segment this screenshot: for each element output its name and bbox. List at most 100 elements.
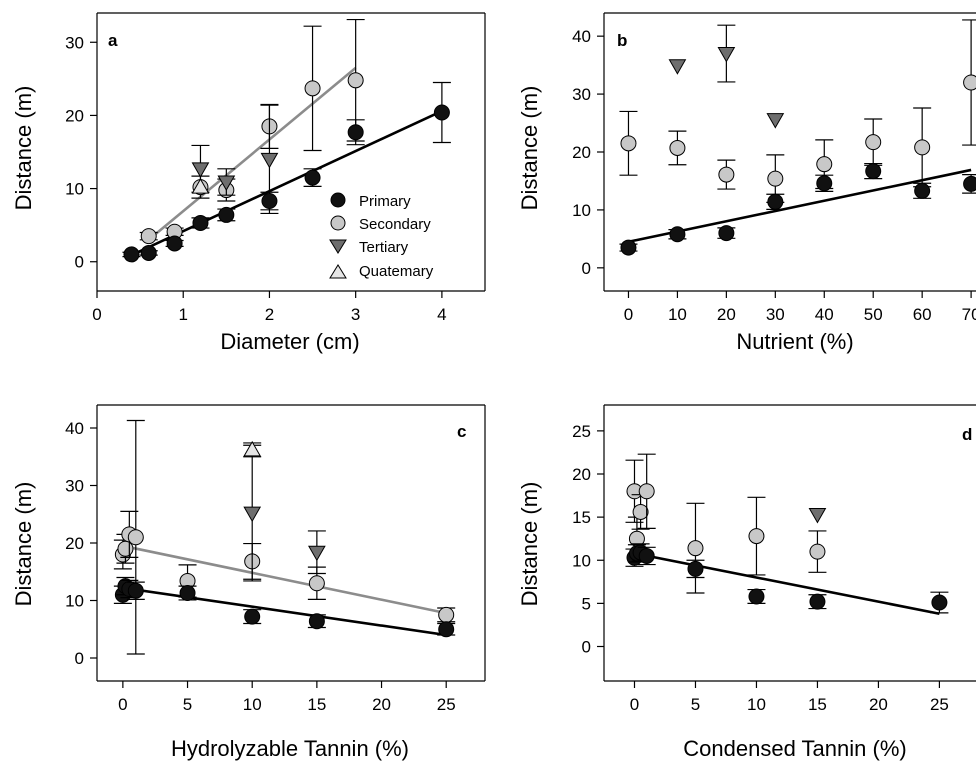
panel-a-xtick-label: 0 bbox=[92, 305, 101, 324]
panel-b-xtick-label: 20 bbox=[717, 305, 736, 324]
panel-d-point-secondary bbox=[809, 543, 826, 560]
panel-c-ytick-label: 20 bbox=[65, 534, 84, 553]
panel-d-ytick-label: 15 bbox=[572, 508, 591, 527]
panel-b-point-secondary bbox=[865, 134, 882, 151]
legend-label-tertiary: Tertiary bbox=[359, 239, 409, 256]
panel-b: 0 10 20 30 40 50 60 70 0 10 20 30 40 bbox=[572, 12, 976, 324]
panel-a-point-primary bbox=[433, 104, 450, 121]
panel-c-point-tertiary bbox=[308, 545, 326, 562]
panel-a-ytick-label: 20 bbox=[65, 106, 84, 125]
panel-a-ytick-label: 30 bbox=[65, 33, 84, 52]
panel-a-letter: a bbox=[108, 31, 118, 50]
panel-c-point-primary bbox=[438, 621, 455, 638]
panel-c-xtick-label: 15 bbox=[307, 695, 326, 714]
panel-d-point-secondary bbox=[638, 483, 655, 500]
panel-b-ytick-label: 0 bbox=[582, 259, 591, 278]
legend-marker-tertiary bbox=[329, 239, 347, 254]
panel-c-point-primary bbox=[179, 585, 196, 602]
panel-d-point-primary bbox=[748, 588, 765, 605]
panel-b-xlabel: Nutrient (%) bbox=[736, 329, 853, 354]
panel-c-point-primary bbox=[244, 608, 261, 625]
panel-b-ytick-label: 30 bbox=[572, 85, 591, 104]
panel-a: 0 1 2 3 4 0 10 20 30 bbox=[65, 12, 486, 324]
panel-a-point-quatemary bbox=[191, 178, 210, 194]
panel-b-point-primary bbox=[865, 163, 882, 180]
panel-c-point-secondary bbox=[438, 606, 455, 623]
panel-a-xtick-label: 3 bbox=[351, 305, 360, 324]
panel-d-xtick-label: 0 bbox=[630, 695, 639, 714]
panel-c-point-secondary bbox=[117, 540, 134, 557]
panel-d-point-secondary bbox=[748, 528, 765, 545]
panel-b-xtick-label: 0 bbox=[624, 305, 633, 324]
panel-d-xlabel: Condensed Tannin (%) bbox=[683, 736, 906, 761]
legend-label-secondary: Secondary bbox=[359, 216, 431, 233]
panel-a-point-secondary bbox=[304, 80, 321, 97]
panel-a-point-primary bbox=[347, 124, 364, 141]
panel-a-ytick-label: 0 bbox=[75, 253, 84, 272]
panel-a-point-tertiary bbox=[260, 152, 279, 169]
panel-a-fit-line-primary bbox=[130, 109, 443, 257]
panel-a-point-secondary bbox=[140, 228, 157, 245]
panel-b-point-primary bbox=[963, 175, 976, 192]
panel-b-point-primary bbox=[669, 226, 686, 243]
panel-b-point-secondary bbox=[620, 135, 637, 152]
panel-a-point-tertiary bbox=[217, 175, 236, 192]
panel-b-xtick-label: 70 bbox=[962, 305, 976, 324]
legend: Primary Secondary Tertiary Quatemary bbox=[329, 192, 434, 280]
legend-marker-secondary bbox=[330, 215, 346, 231]
panel-b-point-tertiary bbox=[766, 113, 785, 129]
panel-a-point-primary bbox=[261, 193, 278, 210]
panel-d-ytick-label: 10 bbox=[572, 551, 591, 570]
panel-c-xtick-label: 5 bbox=[183, 695, 192, 714]
panel-b-ytick-label: 10 bbox=[572, 201, 591, 220]
panel-c: 0 5 10 15 20 25 0 10 20 30 40 bbox=[65, 404, 486, 714]
panel-b-point-secondary bbox=[816, 156, 833, 173]
panel-b-xtick-label: 40 bbox=[815, 305, 834, 324]
panel-c-point-secondary bbox=[308, 575, 325, 592]
panel-d-point-primary bbox=[638, 547, 655, 564]
legend-marker-quatemary bbox=[329, 264, 347, 279]
panel-a-point-primary bbox=[166, 235, 183, 252]
panel-c-xlabel: Hydrolyzable Tannin (%) bbox=[171, 736, 409, 761]
panel-d-fit-line-primary bbox=[634, 552, 940, 616]
panel-a-point-primary bbox=[218, 206, 235, 223]
panel-c-ytick-label: 30 bbox=[65, 477, 84, 496]
panel-a-xlabel: Diameter (cm) bbox=[220, 329, 359, 354]
panel-c-xtick-label: 20 bbox=[372, 695, 391, 714]
panel-b-point-secondary bbox=[718, 166, 735, 183]
panel-a-xtick-label: 1 bbox=[178, 305, 187, 324]
panel-b-ylabel: Distance (m) bbox=[517, 86, 542, 211]
panel-b-point-secondary bbox=[963, 74, 976, 91]
panel-a-point-primary bbox=[123, 246, 140, 263]
legend-marker-primary bbox=[330, 192, 346, 208]
panel-c-xtick-label: 25 bbox=[437, 695, 456, 714]
panel-b-point-tertiary bbox=[668, 59, 687, 75]
panel-d-ytick-label: 5 bbox=[582, 594, 591, 613]
panel-c-ytick-label: 40 bbox=[65, 419, 84, 438]
panel-a-xtick-label: 4 bbox=[437, 305, 446, 324]
panel-c-ylabel: Distance (m) bbox=[11, 482, 36, 607]
panel-a-point-primary bbox=[140, 244, 157, 261]
panel-a-point-primary bbox=[192, 214, 209, 231]
panel-d: 0 5 10 15 20 25 0 5 10 15 20 25 bbox=[572, 404, 976, 714]
panel-c-point-primary bbox=[308, 613, 325, 630]
panel-b-xtick-label: 50 bbox=[864, 305, 883, 324]
panel-c-ytick-label: 0 bbox=[75, 649, 84, 668]
panel-b-point-secondary bbox=[669, 139, 686, 156]
panel-d-letter: d bbox=[962, 425, 972, 444]
panel-c-fit-line-primary bbox=[122, 586, 447, 637]
panel-d-xtick-label: 5 bbox=[691, 695, 700, 714]
panel-b-xtick-label: 10 bbox=[668, 305, 687, 324]
panel-b-point-secondary bbox=[914, 139, 931, 156]
panel-d-xtick-label: 10 bbox=[747, 695, 766, 714]
panel-c-point-secondary bbox=[127, 529, 144, 546]
panel-a-ylabel: Distance (m) bbox=[11, 86, 36, 211]
panel-c-xtick-label: 10 bbox=[243, 695, 262, 714]
panel-c-ytick-label: 10 bbox=[65, 592, 84, 611]
panel-c-point-tertiary bbox=[243, 506, 262, 523]
panel-a-ytick-label: 10 bbox=[65, 180, 84, 199]
panel-c-xtick-label: 0 bbox=[118, 695, 127, 714]
panel-b-point-tertiary bbox=[717, 47, 736, 63]
panel-b-xtick-label: 60 bbox=[913, 305, 932, 324]
